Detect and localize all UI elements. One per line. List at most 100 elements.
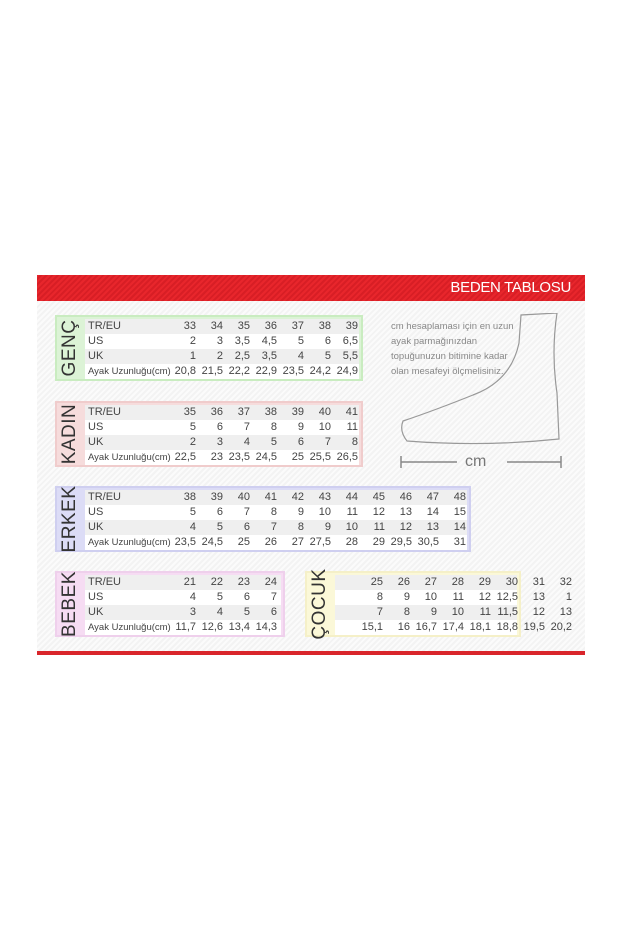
section-title: BEBEK [57, 571, 83, 637]
section-title-text: ÇOCUK [309, 568, 330, 640]
cell: 4,5 [261, 335, 277, 347]
cell: 42 [291, 491, 304, 503]
row-label: Ayak Uzunluğu(cm) [88, 622, 171, 633]
cell: 3,5 [234, 335, 250, 347]
cell: 6 [216, 421, 223, 433]
cell: 9 [403, 591, 410, 603]
cell: 10 [451, 606, 464, 618]
row-label: TR/EU [88, 320, 121, 332]
cell: 41 [264, 491, 277, 503]
cell: 3 [189, 606, 196, 618]
cell: 9 [297, 421, 304, 433]
cell: 43 [318, 491, 331, 503]
section-bebek: BEBEK TR/EU 21 22 23 24 US 4 5 6 7 UK 3 4 5 6 Ayak Uzunl… [55, 571, 285, 637]
cell: 27 [291, 536, 304, 548]
row-label: Ayak Uzunluğu(cm) [88, 366, 171, 377]
cell: 18,1 [469, 621, 491, 633]
cell: 16 [397, 621, 410, 633]
section-genc: GENÇ TR/EU 33 34 35 36 37 38 39 US 2 3 3,5 4,5 5 6 6,5 UK… [55, 315, 363, 381]
cell: 4 [297, 350, 304, 362]
cell: 24,2 [309, 365, 331, 377]
section-title: ÇOCUK [307, 568, 333, 639]
cell: 22,9 [255, 365, 277, 377]
cell: 2 [189, 335, 196, 347]
cell: 12 [478, 591, 491, 603]
cell: 39 [345, 320, 358, 332]
cell: 45 [372, 491, 385, 503]
row-label: TR/EU [88, 491, 121, 503]
cell: 11 [479, 606, 491, 618]
row-label: Ayak Uzunluğu(cm) [88, 452, 171, 463]
cell: 38 [318, 320, 331, 332]
cell: 13 [559, 606, 572, 618]
cell: 37 [291, 320, 304, 332]
cell: 39 [210, 491, 223, 503]
cell: 37 [237, 406, 250, 418]
cell: 9 [430, 606, 437, 618]
cell: 26 [264, 536, 277, 548]
cell: 5 [270, 436, 277, 448]
row-label: TR/EU [88, 576, 121, 588]
cell: 40 [318, 406, 331, 418]
cell: 44 [345, 491, 358, 503]
section-erkek: ERKEK TR/EU 38 39 40 41 42 43 44 45 46 47 48 US 5 6 7 8 9 1… [55, 486, 471, 552]
table-row-uk: UK 3 4 5 6 [85, 605, 281, 620]
cell: 23 [237, 576, 250, 588]
cell: 12 [399, 521, 412, 533]
table-row-cm: Ayak Uzunluğu(cm) 20,8 21,5 22,2 22,9 23,5 24,… [85, 364, 359, 379]
section-title: KADIN [57, 403, 83, 465]
cell: 3 [216, 335, 223, 347]
cell: 25 [370, 576, 383, 588]
table-row-cm: 15,1 16 16,7 17,4 18,1 18,8 19,5 20,2 [335, 620, 572, 635]
cell: 39 [291, 406, 304, 418]
row-label: UK [88, 350, 104, 362]
cell: 11 [346, 506, 358, 518]
header-bar: BEDEN TABLOSU [37, 275, 585, 301]
cell: 25 [237, 536, 250, 548]
cell: 24,5 [201, 536, 223, 548]
cell: 13 [532, 591, 545, 603]
table-row-uk: UK 1 2 2,5 3,5 4 5 5,5 [85, 349, 359, 364]
table-row-us: US 2 3 3,5 4,5 5 6 6,5 [85, 334, 359, 349]
cell: 40 [237, 491, 250, 503]
cell: 34 [210, 320, 223, 332]
section-title-text: ERKEK [59, 485, 80, 553]
cell: 30 [505, 576, 518, 588]
table-row-eu: TR/EU 21 22 23 24 [85, 575, 281, 590]
cell: 11 [373, 521, 385, 533]
chart-title: BEDEN TABLOSU [450, 279, 571, 296]
cell: 8 [403, 606, 410, 618]
cell: 18,8 [496, 621, 518, 633]
cell: 11,7 [175, 621, 196, 633]
cell: 8 [297, 521, 304, 533]
cell: 26,5 [336, 451, 358, 463]
table-row-cm: Ayak Uzunluğu(cm) 22,5 23 23,5 24,5 25 25,5 26,… [85, 450, 359, 465]
row-label: US [88, 591, 104, 603]
cell: 15,1 [361, 621, 383, 633]
section-title-text: KADIN [59, 403, 80, 465]
cell: 2 [189, 436, 196, 448]
cell: 13 [426, 521, 439, 533]
cell: 9 [324, 521, 331, 533]
cell: 5 [297, 335, 304, 347]
table-row-us: US 4 5 6 7 [85, 590, 281, 605]
row-label: US [88, 506, 104, 518]
cell: 6 [324, 335, 331, 347]
cell: 24,9 [336, 365, 358, 377]
table-row-us: US 5 6 7 8 9 10 11 12 13 14 15 [85, 505, 467, 520]
cell: 28 [451, 576, 464, 588]
table-row-eu: 25 26 27 28 29 30 31 32 [335, 575, 572, 590]
cell: 10 [345, 521, 358, 533]
cell: 16,7 [415, 621, 437, 633]
cell: 25 [291, 451, 304, 463]
bottom-divider [37, 651, 585, 655]
size-chart: BEDEN TABLOSU GENÇ TR/EU 33 34 35 36 37 38 39 US 2… [37, 275, 585, 655]
cell: 5 [189, 506, 196, 518]
cell: 21,5 [201, 365, 223, 377]
row-label: US [88, 421, 104, 433]
section-title-text: GENÇ [59, 319, 80, 377]
row-label: UK [88, 606, 104, 618]
section-kadin: KADIN TR/EU 35 36 37 38 39 40 41 US 5 6 7 8 9 10 11 UK 2 3 4… [55, 401, 363, 467]
cell: 15 [453, 506, 466, 518]
row-label: UK [88, 436, 104, 448]
